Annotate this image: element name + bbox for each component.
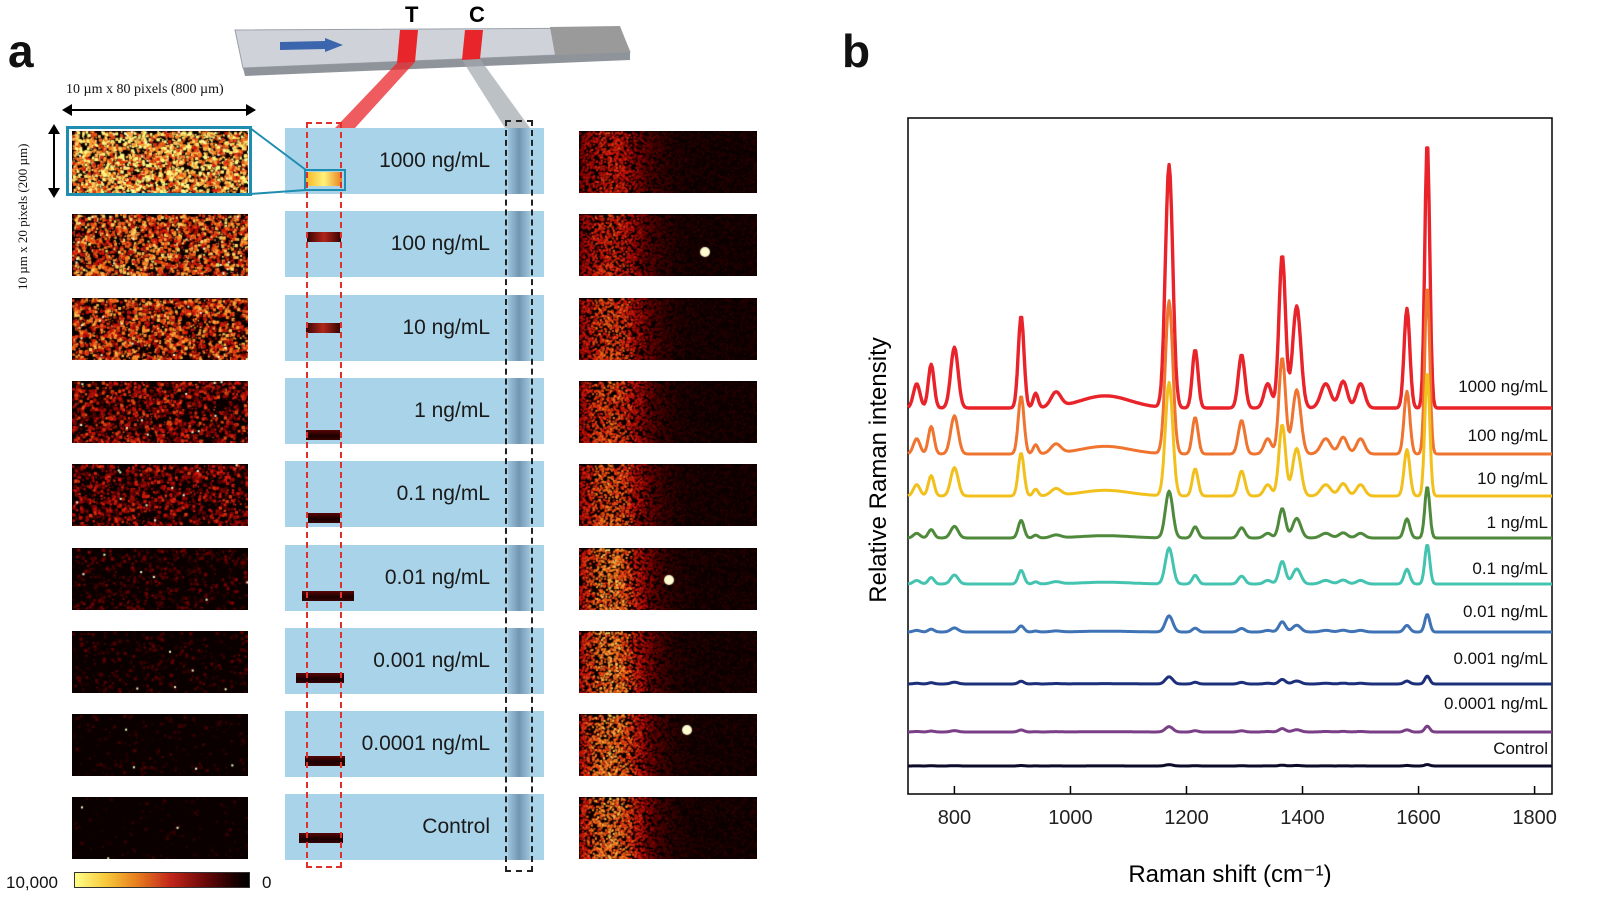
colorbar-min-label: 0 bbox=[262, 873, 272, 892]
series-label: 100 ng/mL bbox=[1468, 426, 1548, 445]
series-label: 1 ng/mL bbox=[1487, 513, 1548, 532]
test-line-heatmap bbox=[72, 797, 248, 860]
test-line-band bbox=[299, 833, 343, 843]
control-line-heatmap bbox=[579, 630, 757, 693]
plot-frame bbox=[907, 117, 1553, 795]
concentration-label: 10 ng/mL bbox=[402, 315, 490, 339]
test-line-heatmap bbox=[72, 214, 248, 277]
x-tick-label: 1800 bbox=[1512, 807, 1557, 829]
horizontal-dimension-label: 10 µm x 80 pixels (800 µm) bbox=[66, 82, 224, 97]
control-line-marker bbox=[462, 30, 483, 60]
control-line-band bbox=[508, 461, 530, 528]
control-line-heatmap bbox=[579, 714, 757, 777]
test-line-band bbox=[296, 673, 344, 683]
strip-photo bbox=[285, 794, 544, 861]
concentration-label: 0.001 ng/mL bbox=[373, 648, 490, 672]
x-tick-label: 1000 bbox=[1048, 807, 1093, 829]
series-label: 0.001 ng/mL bbox=[1453, 649, 1548, 668]
zoom-frame bbox=[66, 126, 252, 196]
series-label: 10 ng/mL bbox=[1477, 469, 1548, 488]
control-line-band bbox=[508, 794, 530, 861]
control-line-heatmap bbox=[579, 547, 757, 610]
raman-spectra-chart: 800 1000 1200 1400 1600 1800 1000 ng/mL 100 ng… bbox=[865, 117, 1557, 888]
concentration-label: 0.1 ng/mL bbox=[396, 482, 490, 506]
strip-photo bbox=[285, 711, 544, 778]
test-line-marker bbox=[397, 30, 418, 63]
concentration-label: 1 ng/mL bbox=[414, 398, 490, 422]
control-line-band bbox=[508, 211, 530, 278]
test-line-heatmap bbox=[72, 297, 248, 360]
colorbar bbox=[74, 872, 250, 888]
control-line-band bbox=[508, 711, 530, 778]
control-line-band bbox=[508, 627, 530, 694]
horizontal-dimension-arrow bbox=[62, 104, 256, 116]
series-label: Control bbox=[1493, 739, 1548, 758]
zoom-connector bbox=[249, 127, 307, 195]
concentration-label: Control bbox=[422, 815, 490, 839]
test-line-heatmap bbox=[72, 547, 248, 610]
test-line-dashed-frame bbox=[306, 122, 342, 868]
series-label: 0.1 ng/mL bbox=[1472, 559, 1548, 578]
spectrum-line bbox=[907, 486, 1553, 540]
control-line-dashed-frame bbox=[505, 120, 533, 872]
control-line-heatmap bbox=[579, 131, 757, 193]
panel-a-letter: a bbox=[8, 25, 34, 77]
colorbar-max-label: 10,000 bbox=[6, 873, 58, 892]
flow-direction-arrow bbox=[280, 38, 343, 52]
control-line-heatmap bbox=[579, 797, 757, 860]
concentration-label: 100 ng/mL bbox=[390, 232, 490, 256]
test-line-heatmap bbox=[72, 464, 248, 527]
spectrum-line bbox=[907, 544, 1553, 586]
test-line-heatmap bbox=[72, 714, 248, 777]
series-labels: 1000 ng/mL 100 ng/mL 10 ng/mL 1 ng/mL 0.1 ng… bbox=[1444, 377, 1548, 758]
spectrum-line bbox=[907, 373, 1553, 498]
test-line-band bbox=[302, 591, 354, 601]
test-line-band bbox=[307, 232, 341, 242]
concentration-label: 0.0001 ng/mL bbox=[361, 732, 490, 756]
series-label: 0.0001 ng/mL bbox=[1444, 694, 1548, 713]
test-line-band bbox=[306, 323, 340, 333]
x-tick-label: 1400 bbox=[1280, 807, 1325, 829]
strip-photo bbox=[285, 211, 544, 278]
control-line-heatmap bbox=[579, 214, 757, 277]
test-line-band bbox=[306, 430, 340, 440]
zoom-source-box bbox=[304, 169, 346, 191]
lfa-strip-diagram: T C bbox=[234, 2, 631, 128]
test-line-heatmap bbox=[72, 630, 248, 693]
vertical-dimension-arrow bbox=[48, 124, 60, 198]
x-tick-label: 1600 bbox=[1396, 807, 1441, 829]
control-line-label: C bbox=[469, 2, 485, 27]
test-line-band bbox=[308, 513, 340, 523]
control-line-heatmap bbox=[579, 297, 757, 360]
control-line-band bbox=[508, 128, 530, 194]
test-line-heatmap bbox=[72, 131, 248, 193]
control-line-band bbox=[508, 377, 530, 444]
x-tick-label: 1200 bbox=[1164, 807, 1209, 829]
concentration-label: 1000 ng/mL bbox=[379, 149, 490, 172]
x-axis-label: Raman shift (cm⁻¹) bbox=[1128, 861, 1331, 888]
spectrum-line bbox=[907, 724, 1553, 734]
test-line-heatmap bbox=[72, 380, 248, 443]
y-axis-label: Relative Raman intensity bbox=[865, 337, 892, 602]
vertical-dimension-label: 10 µm x 20 pixels (200 µm) bbox=[15, 143, 30, 290]
series-label: 0.01 ng/mL bbox=[1463, 602, 1548, 621]
spectrum-line bbox=[907, 613, 1553, 634]
spectrum-line bbox=[907, 288, 1553, 456]
test-line-band bbox=[306, 172, 342, 186]
spectrum-line bbox=[907, 674, 1553, 686]
spectrum-line bbox=[906, 146, 1553, 410]
series-group bbox=[906, 146, 1553, 768]
control-line-band bbox=[508, 294, 530, 361]
panel-b-letter: b bbox=[842, 25, 871, 77]
test-line-label: T bbox=[405, 2, 419, 27]
control-line-heatmap bbox=[579, 464, 757, 527]
control-line-band bbox=[508, 544, 530, 611]
series-label: 1000 ng/mL bbox=[1458, 377, 1548, 396]
control-line-heatmap bbox=[579, 380, 757, 443]
concentration-label: 0.01 ng/mL bbox=[384, 565, 490, 589]
spectrum-line bbox=[907, 763, 1553, 768]
test-line-band bbox=[305, 756, 345, 766]
x-ticks: 800 1000 1200 1400 1600 1800 bbox=[938, 786, 1557, 829]
x-tick-label: 800 bbox=[938, 807, 971, 829]
